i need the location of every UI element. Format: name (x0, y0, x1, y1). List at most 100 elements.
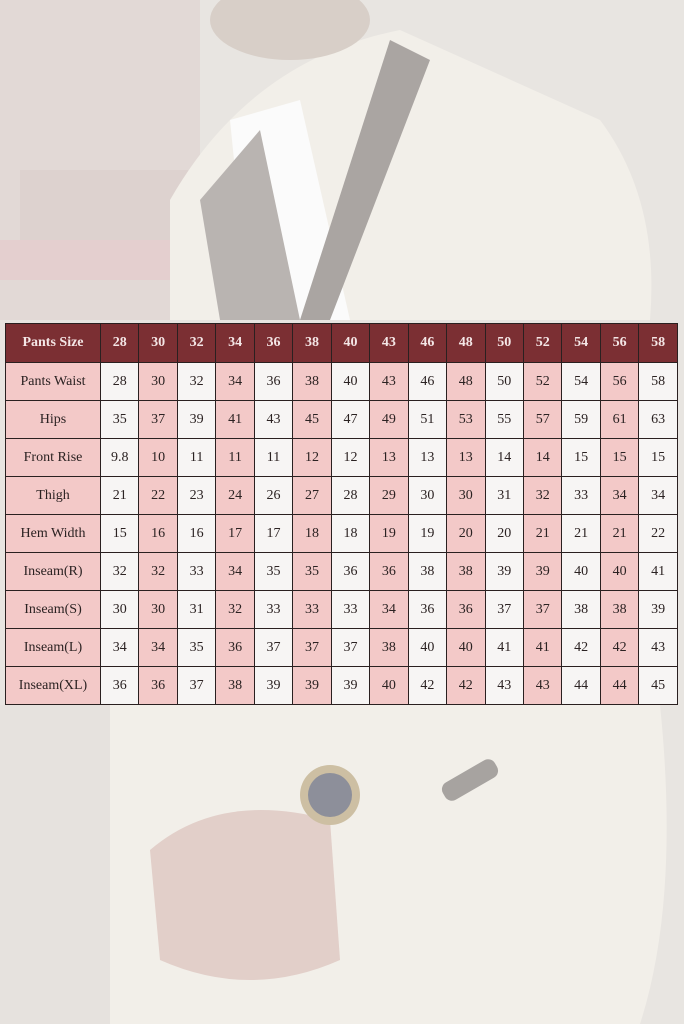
table-cell: 42 (561, 628, 601, 667)
table-cell: 36 (330, 552, 371, 591)
size-header: 28 (99, 323, 140, 363)
table-cell: 39 (638, 590, 678, 629)
size-header: 46 (407, 323, 448, 363)
table-row: Inseam(XL) 36 36 37 38 39 39 39 40 42 42 43 43 44 44 45 (5, 666, 678, 705)
table-cell: 36 (446, 590, 486, 629)
table-cell: 30 (99, 590, 140, 629)
table-cell: 35 (253, 552, 294, 591)
size-header: 56 (599, 323, 640, 363)
table-cell: 35 (292, 552, 332, 591)
table-cell: 49 (369, 400, 409, 439)
table-cell: 34 (638, 476, 678, 515)
table-cell: 26 (253, 476, 294, 515)
table-cell: 43 (253, 400, 294, 439)
size-header: 43 (369, 323, 409, 363)
table-cell: 55 (484, 400, 524, 439)
table-cell: 44 (561, 666, 601, 705)
header-row: Pants Size 28 30 32 34 36 38 40 43 46 48 50 52 54 56 5… (5, 323, 678, 363)
table-cell: 34 (599, 476, 640, 515)
row-label: Hips (5, 400, 101, 439)
table-cell: 11 (176, 438, 217, 477)
table-cell: 17 (253, 514, 294, 553)
size-header: 36 (253, 323, 294, 363)
table-cell: 19 (369, 514, 409, 553)
table-cell: 15 (99, 514, 140, 553)
table-cell: 33 (253, 590, 294, 629)
table-cell: 41 (638, 552, 678, 591)
table-cell: 31 (176, 590, 217, 629)
size-header: 34 (215, 323, 255, 363)
table-cell: 36 (253, 362, 294, 401)
table-cell: 58 (638, 362, 678, 401)
table-cell: 39 (253, 666, 294, 705)
table-cell: 21 (599, 514, 640, 553)
table-cell: 28 (330, 476, 371, 515)
table-cell: 45 (638, 666, 678, 705)
row-label: Inseam(S) (5, 590, 101, 629)
table-cell: 43 (638, 628, 678, 667)
size-header: 48 (446, 323, 486, 363)
table-cell: 39 (484, 552, 524, 591)
table-cell: 30 (138, 590, 178, 629)
table-cell: 36 (369, 552, 409, 591)
table-cell: 30 (138, 362, 178, 401)
table-cell: 42 (446, 666, 486, 705)
table-cell: 37 (522, 590, 563, 629)
table-cell: 20 (446, 514, 486, 553)
table-cell: 59 (561, 400, 601, 439)
table-cell: 34 (369, 590, 409, 629)
table-cell: 40 (446, 628, 486, 667)
table-row: Inseam(S) 30 30 31 32 33 33 33 34 36 36 37 37 38 38 39 (5, 590, 678, 629)
table-cell: 42 (407, 666, 448, 705)
table-cell: 9.8 (99, 438, 140, 477)
table-row: Hem Width 15 16 16 17 17 18 18 19 19 20 20 21 21 21 22 (5, 514, 678, 553)
table-cell: 36 (99, 666, 140, 705)
size-header: 54 (561, 323, 601, 363)
table-cell: 33 (561, 476, 601, 515)
table-cell: 33 (292, 590, 332, 629)
table-cell: 52 (522, 362, 563, 401)
table-cell: 38 (599, 590, 640, 629)
size-header: 52 (522, 323, 563, 363)
table-cell: 40 (599, 552, 640, 591)
table-cell: 50 (484, 362, 524, 401)
table-cell: 33 (176, 552, 217, 591)
table-cell: 13 (446, 438, 486, 477)
row-label: Inseam(R) (5, 552, 101, 591)
table-cell: 51 (407, 400, 448, 439)
table-cell: 38 (561, 590, 601, 629)
table-cell: 21 (522, 514, 563, 553)
table-cell: 30 (407, 476, 448, 515)
table-cell: 32 (215, 590, 255, 629)
row-label: Thigh (5, 476, 101, 515)
table-cell: 41 (484, 628, 524, 667)
table-cell: 34 (99, 628, 140, 667)
table-cell: 39 (176, 400, 217, 439)
table-cell: 39 (292, 666, 332, 705)
table-cell: 31 (484, 476, 524, 515)
table-cell: 12 (292, 438, 332, 477)
row-label: Inseam(L) (5, 628, 101, 667)
table-row: Hips 35 37 39 41 43 45 47 49 51 53 55 57 59 61 63 (5, 400, 678, 439)
row-label: Inseam(XL) (5, 666, 101, 705)
row-label: Hem Width (5, 514, 101, 553)
table-cell: 39 (522, 552, 563, 591)
table-cell: 40 (407, 628, 448, 667)
table-cell: 41 (215, 400, 255, 439)
table-cell: 15 (599, 438, 640, 477)
table-cell: 30 (446, 476, 486, 515)
corner-label: Pants Size (5, 323, 101, 363)
table-cell: 24 (215, 476, 255, 515)
table-cell: 38 (446, 552, 486, 591)
size-header: 40 (330, 323, 371, 363)
table-row: Inseam(R) 32 32 33 34 35 35 36 36 38 38 39 39 40 40 41 (5, 552, 678, 591)
table-cell: 63 (638, 400, 678, 439)
table-cell: 14 (522, 438, 563, 477)
table-cell: 37 (253, 628, 294, 667)
table-cell: 15 (561, 438, 601, 477)
table-cell: 32 (522, 476, 563, 515)
table-row: Thigh 21 22 23 24 26 27 28 29 30 30 31 32 33 34 34 (5, 476, 678, 515)
table-cell: 43 (522, 666, 563, 705)
table-cell: 32 (176, 362, 217, 401)
table-cell: 34 (138, 628, 178, 667)
